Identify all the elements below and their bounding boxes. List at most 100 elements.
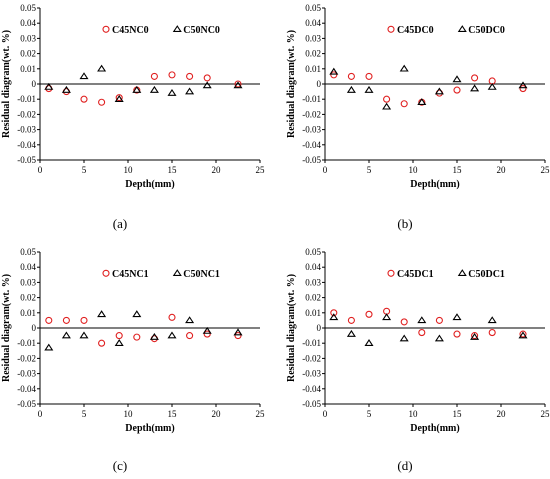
y-tick-label: 0.01 <box>20 308 36 318</box>
y-tick-label: -0.02 <box>302 353 321 363</box>
point-c50nc1 <box>97 310 107 318</box>
legend-label-c45dc1: C45DC1 <box>397 269 434 280</box>
point-c50nc1 <box>167 331 177 339</box>
y-tick-label: 0.04 <box>305 262 321 272</box>
point-c45dc1 <box>488 329 496 337</box>
point-c50nc0 <box>149 85 159 93</box>
x-tick-label: 25 <box>256 409 266 419</box>
point-c45dc0 <box>519 85 527 93</box>
point-c45dc1 <box>365 310 373 318</box>
legend-label-c45nc1: C45NC1 <box>112 269 149 280</box>
legend-label-c50nc0: C50NC0 <box>183 25 220 36</box>
point-c50nc1 <box>185 316 195 324</box>
y-tick-label: -0.03 <box>302 125 321 135</box>
y-tick-label: -0.01 <box>17 94 36 104</box>
point-c45nc0 <box>186 72 194 80</box>
point-c45nc1 <box>168 313 176 321</box>
y-tick-label: 0 <box>317 323 322 333</box>
point-c50dc0 <box>346 85 356 93</box>
point-c45nc0 <box>234 80 242 88</box>
point-c50nc1 <box>79 331 89 339</box>
y-tick-label: 0.04 <box>20 262 36 272</box>
point-c50dc0 <box>434 87 444 95</box>
y-tick-label: -0.02 <box>17 353 36 363</box>
point-c45nc1 <box>98 339 106 347</box>
y-tick-label: 0.02 <box>305 49 321 59</box>
x-axis-title: Depth(mm) <box>410 423 459 434</box>
y-tick-label: 0.05 <box>20 3 36 13</box>
x-axis-title: Depth(mm) <box>125 423 174 434</box>
y-tick-label: 0.01 <box>305 308 321 318</box>
point-c45dc0 <box>400 100 408 108</box>
point-c45nc1 <box>62 316 70 324</box>
y-tick-label: 0 <box>317 79 322 89</box>
legend-label-c45dc0: C45DC0 <box>397 25 434 36</box>
y-tick-label: -0.05 <box>17 399 36 409</box>
point-c45dc0 <box>330 71 338 79</box>
legend-marker-c50dc1 <box>457 269 467 277</box>
point-c45nc1 <box>203 330 211 338</box>
point-c45dc0 <box>347 72 355 80</box>
panel-label: (a) <box>113 216 127 231</box>
x-tick-label: 25 <box>256 165 266 175</box>
y-tick-label: -0.03 <box>17 369 36 379</box>
y-tick-label: 0.02 <box>20 49 36 59</box>
x-tick-label: 15 <box>168 409 178 419</box>
point-c50nc1 <box>233 328 243 336</box>
y-tick-label: 0.01 <box>305 64 321 74</box>
y-tick-label: -0.02 <box>302 109 321 119</box>
panel-label: (b) <box>397 216 412 231</box>
y-tick-label: -0.04 <box>17 140 36 150</box>
point-c50nc1 <box>61 331 71 339</box>
point-c50dc0 <box>470 84 480 92</box>
x-axis-title: Depth(mm) <box>125 179 174 190</box>
point-c50dc0 <box>382 102 392 110</box>
point-c50dc1 <box>417 316 427 324</box>
point-c45dc1 <box>519 330 527 338</box>
legend-label-c50dc1: C50DC1 <box>468 269 505 280</box>
y-tick-label: 0.03 <box>305 33 321 43</box>
point-c45nc1 <box>234 332 242 340</box>
point-c50nc1 <box>132 310 142 318</box>
legend-marker-c45dc1 <box>387 269 395 277</box>
x-tick-label: 10 <box>124 409 134 419</box>
x-tick-label: 10 <box>124 165 134 175</box>
y-tick-label: -0.05 <box>17 155 36 165</box>
point-c45nc0 <box>168 71 176 79</box>
x-tick-label: 0 <box>38 165 43 175</box>
chart-panel-4: -0.05 -0.04 -0.03 -0.02 -0.01 0 0.01 0.02 0.03 0.… <box>286 247 550 473</box>
x-tick-label: 20 <box>212 165 222 175</box>
y-tick-label: -0.01 <box>302 94 321 104</box>
y-tick-label: 0.04 <box>20 18 36 28</box>
y-tick-label: -0.01 <box>302 338 321 348</box>
point-c50dc1 <box>329 313 339 321</box>
y-tick-label: -0.04 <box>302 384 321 394</box>
x-tick-label: 5 <box>82 409 87 419</box>
point-c50dc1 <box>364 339 374 346</box>
point-c50dc0 <box>417 98 427 105</box>
point-c45dc0 <box>471 74 479 82</box>
point-c45nc1 <box>186 332 194 340</box>
point-c50nc0 <box>97 64 107 72</box>
y-tick-label: 0.03 <box>20 33 36 43</box>
chart-panel-1: -0.05 -0.04 -0.03 -0.02 -0.01 0 0.01 0.02 0.03 0.… <box>1 3 265 231</box>
point-c50dc0 <box>487 82 497 90</box>
point-c50nc0 <box>185 87 195 95</box>
chart-panel-3: -0.05 -0.04 -0.03 -0.02 -0.01 0 0.01 0.02 0.03 0.… <box>1 247 265 473</box>
point-c50nc0 <box>202 81 212 89</box>
point-c50nc0 <box>233 81 243 89</box>
point-c50nc0 <box>61 85 71 93</box>
x-axis-title: Depth(mm) <box>410 179 459 190</box>
y-tick-label: 0.02 <box>20 293 36 303</box>
legend-marker-c45dc0 <box>387 25 395 33</box>
y-axis-title: Residual diagram(wt. %) <box>286 274 297 382</box>
y-tick-label: -0.03 <box>302 369 321 379</box>
point-c50nc1 <box>202 326 212 334</box>
x-tick-label: 20 <box>212 409 222 419</box>
point-c50dc1 <box>434 334 444 342</box>
y-tick-label: 0.03 <box>20 277 36 287</box>
y-tick-label: 0 <box>32 79 37 89</box>
y-tick-label: -0.04 <box>302 140 321 150</box>
point-c50nc0 <box>114 95 124 102</box>
point-c50dc0 <box>452 75 462 83</box>
